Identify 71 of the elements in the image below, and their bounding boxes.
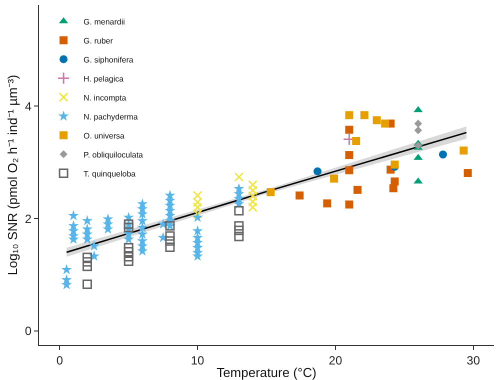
point (82, 280, 92, 290)
point (137, 228, 148, 239)
point (137, 215, 148, 226)
point (192, 190, 202, 200)
point (82, 262, 92, 272)
point (389, 184, 398, 192)
legend-label: G. menardii (84, 17, 126, 26)
point (192, 209, 202, 219)
point (330, 174, 338, 183)
point (234, 172, 244, 182)
x-tick-label: 30 (466, 353, 480, 368)
point (296, 192, 304, 200)
point (381, 120, 390, 128)
point (82, 252, 92, 262)
point (234, 232, 244, 242)
point (192, 198, 202, 208)
x-tick-label: 20 (328, 353, 342, 368)
x-tick-label: 10 (190, 353, 205, 368)
point (88, 240, 100, 251)
point (61, 264, 72, 274)
point (192, 202, 202, 212)
y-tick-label: 0 (24, 324, 32, 338)
point (414, 126, 422, 134)
point (192, 225, 203, 236)
point (234, 221, 244, 231)
point (345, 111, 354, 120)
point (345, 166, 354, 174)
legend-label: G. siphonifera (84, 55, 134, 64)
point (323, 199, 332, 208)
point (460, 146, 468, 155)
point (82, 215, 93, 226)
legend-label: N. incompta (84, 93, 127, 102)
legend-label: T. quinqueloba (84, 169, 136, 178)
point (234, 226, 244, 236)
point (248, 186, 258, 196)
point (192, 212, 203, 222)
point (464, 169, 472, 178)
y-tick-label: 2 (24, 212, 32, 226)
point (165, 236, 175, 246)
point (248, 202, 258, 212)
x-tick-label: 0 (56, 353, 64, 368)
point (124, 243, 134, 253)
point (165, 242, 175, 252)
point (248, 191, 258, 201)
legend-label: H. pelagica (84, 74, 124, 84)
point (372, 116, 381, 124)
point (124, 256, 134, 266)
y-tick-label: 4 (24, 99, 32, 114)
point (137, 198, 148, 208)
point (68, 210, 79, 220)
point (360, 111, 368, 120)
legend-label: O. universa (84, 131, 126, 140)
point (234, 206, 244, 216)
point (354, 186, 362, 194)
point (352, 137, 360, 145)
point (345, 151, 354, 160)
legend-label: P. obliquiloculata (84, 150, 144, 160)
y-axis-title: Log₁₀ SNR (pmol O₂ h⁻¹ ind⁻¹ µm⁻³) (4, 74, 20, 276)
point (438, 150, 447, 158)
point (248, 180, 258, 190)
x-axis-title: Temperature (°C) (216, 365, 316, 380)
point (345, 200, 354, 208)
point (266, 188, 275, 196)
legend-label: G. ruber (84, 36, 114, 46)
legend-label: N. pachyderma (84, 112, 138, 122)
point (345, 126, 354, 134)
point (248, 196, 258, 206)
point (314, 167, 322, 176)
point (414, 120, 422, 128)
point (165, 231, 175, 241)
point (137, 222, 148, 232)
